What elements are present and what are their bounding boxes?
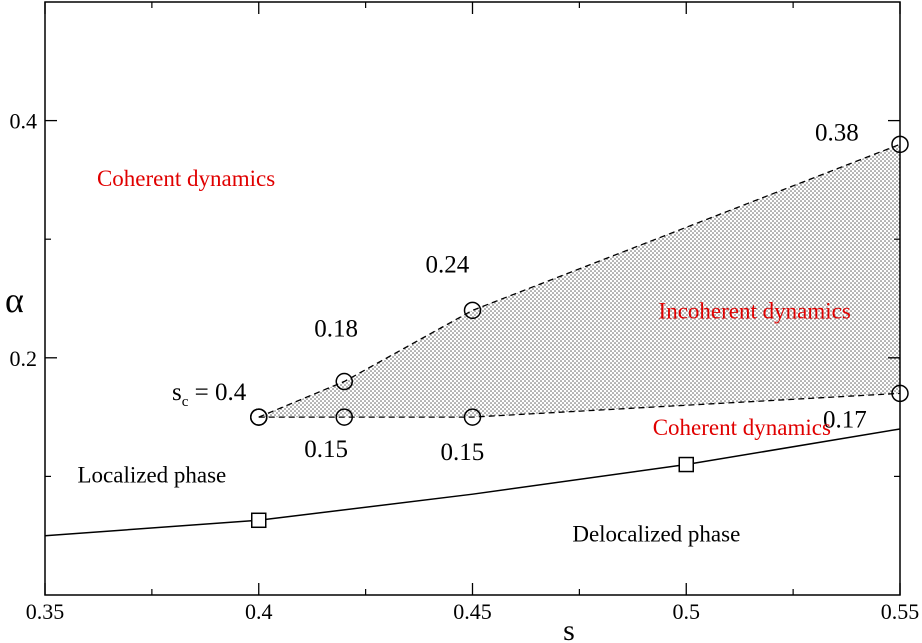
lower-boundary-line: [258, 392, 901, 418]
lower-boundary-point-2: [463, 408, 482, 426]
y-tick-label-1: 0.4: [10, 109, 38, 134]
incoherent-region-fill: [258, 144, 900, 418]
upper-boundary-point-1: [335, 372, 353, 391]
lower-point-label-3: 0.17: [823, 406, 867, 433]
transition-square-marker-1: [678, 456, 694, 473]
region-annotation-0: Coherent dynamics: [97, 166, 275, 191]
lower-boundary-point-1: [335, 408, 353, 426]
lower-boundary-point-0: [250, 408, 268, 426]
region-annotation-1: Incoherent dynamics: [659, 299, 851, 324]
upper-boundary-point-2: [463, 301, 482, 320]
localization-transition-line: [44, 428, 901, 537]
sc-label-subscript: c: [182, 394, 189, 410]
lower-point-label-2: 0.15: [441, 439, 485, 466]
region-annotation-4: Delocalized phase: [572, 522, 740, 547]
transition-square-marker-0: [251, 512, 267, 529]
x-tick-label-0: 0.35: [26, 599, 65, 624]
upper-point-label-3: 0.38: [815, 119, 859, 146]
x-axis-title: s: [563, 614, 575, 643]
upper-point-label-1: 0.18: [314, 316, 358, 343]
region-annotation-2: Coherent dynamics: [653, 415, 831, 440]
sc-label-value: = 0.4: [188, 379, 246, 406]
upper-point-label-2: 0.24: [426, 251, 470, 278]
x-tick-label-3: 0.5: [673, 599, 701, 624]
y-axis-title: α: [5, 280, 24, 320]
upper-boundary-line: [258, 143, 901, 418]
sc-label: sc = 0.4: [172, 379, 247, 410]
x-tick-label-2: 0.45: [453, 599, 492, 624]
x-tick-label-1: 0.4: [245, 599, 273, 624]
y-tick-label-0: 0.2: [10, 346, 38, 371]
x-tick-label-4: 0.55: [881, 599, 920, 624]
region-annotation-3: Localized phase: [77, 462, 226, 487]
sc-label-symbol: s: [172, 379, 182, 406]
lower-point-label-1: 0.15: [304, 436, 348, 463]
